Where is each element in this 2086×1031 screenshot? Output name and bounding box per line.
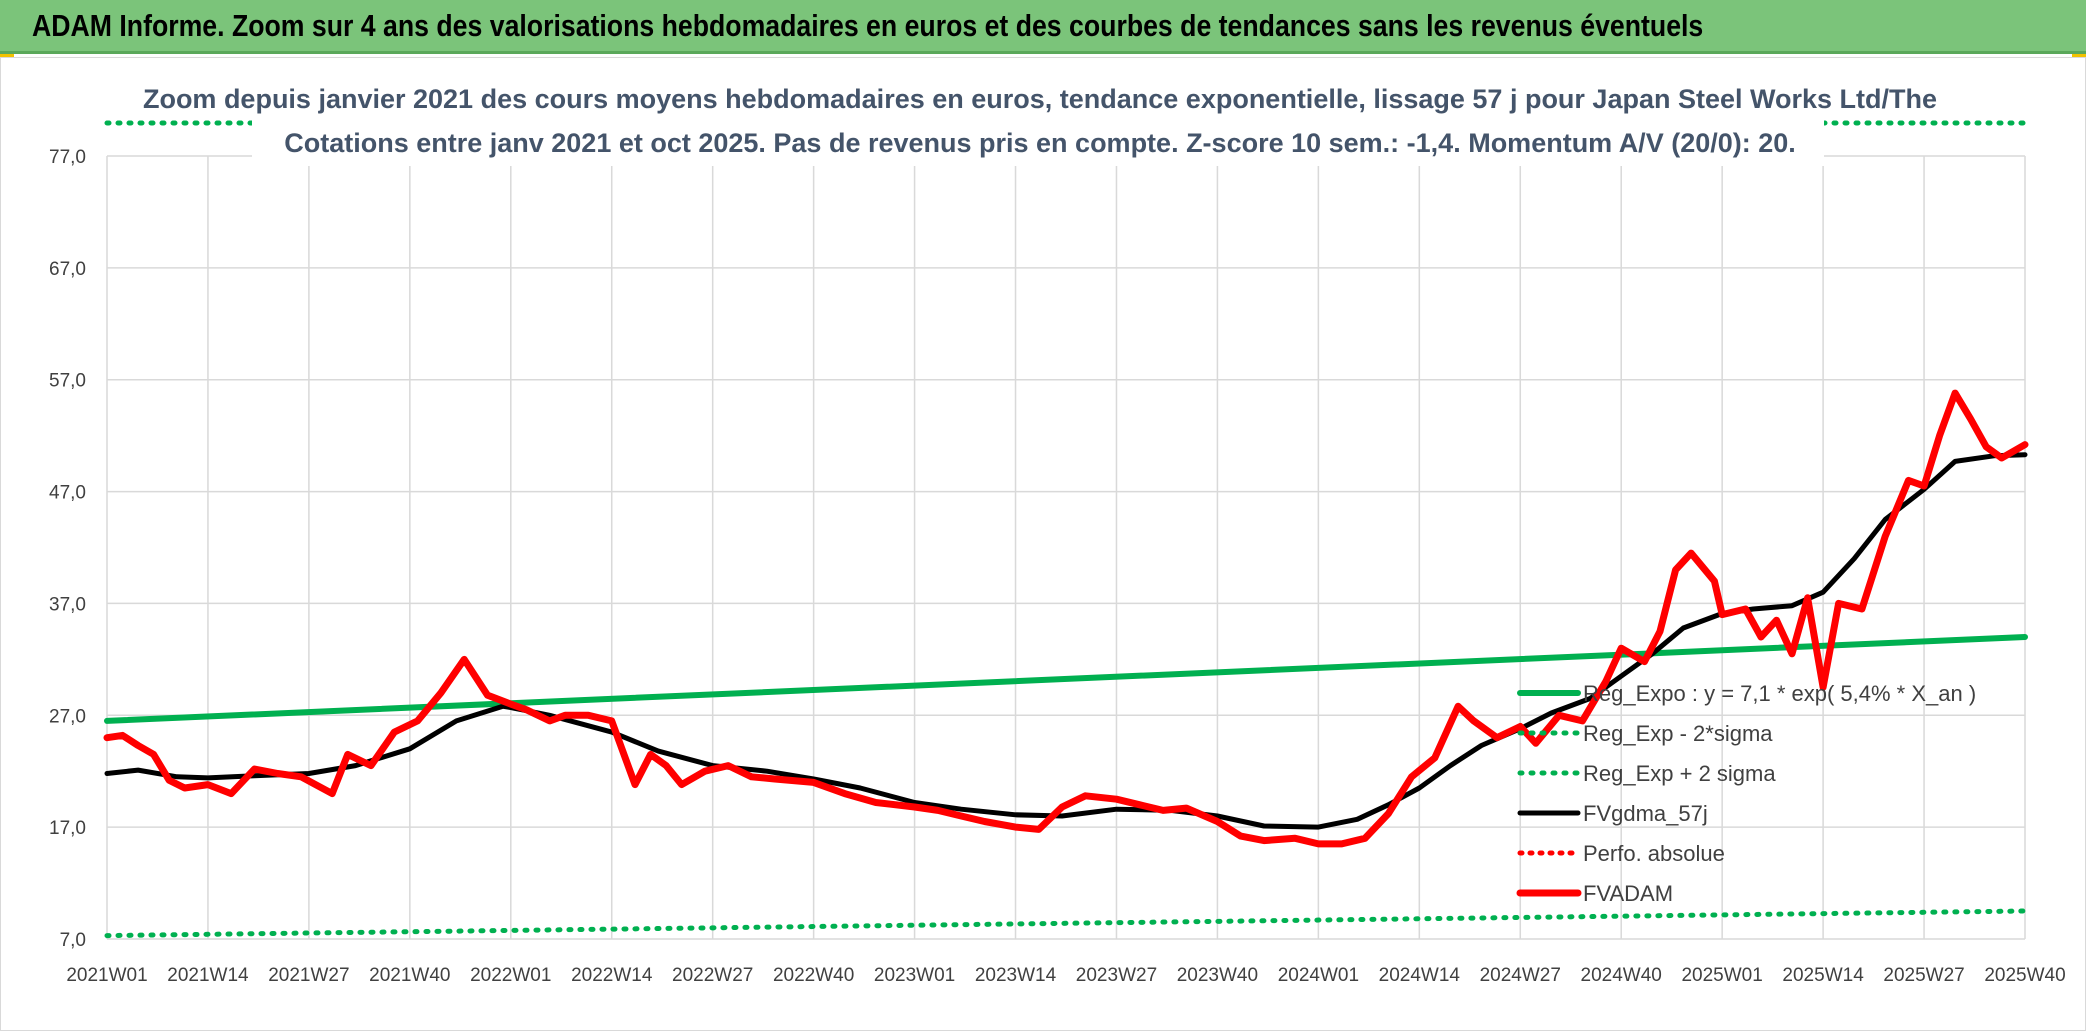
x-tick-label: 2021W27 xyxy=(268,965,349,986)
y-tick-label: 57,0 xyxy=(49,371,86,392)
y-tick-label: 37,0 xyxy=(49,594,86,615)
chart-title-line2: Cotations entre janv 2021 et oct 2025. P… xyxy=(284,128,1796,158)
x-axis-ticks: 2021W01 2021W14 2021W27 2021W40 2022W01 2022W… xyxy=(66,965,2065,986)
series-line-1 xyxy=(104,908,2028,939)
y-tick-label: 27,0 xyxy=(49,706,86,727)
x-tick-label: 2023W14 xyxy=(975,965,1057,986)
report-title: ADAM Informe. Zoom sur 4 ans des valoris… xyxy=(32,8,1704,43)
x-tick-label: 2021W14 xyxy=(167,965,249,986)
y-tick-label: 77,0 xyxy=(49,147,86,168)
x-tick-label: 2021W40 xyxy=(369,965,450,986)
x-tick-label: 2023W27 xyxy=(1076,965,1157,986)
chart-legend: Reg_Expo : y = 7,1 * exp( 5,4% * X_an ) R… xyxy=(1516,681,1976,906)
x-tick-label: 2021W01 xyxy=(66,965,147,986)
legend-label: Reg_Expo : y = 7,1 * exp( 5,4% * X_an ) xyxy=(1583,681,1976,706)
x-tick-label: 2023W01 xyxy=(874,965,955,986)
series-line-0 xyxy=(104,634,2028,724)
x-tick-label: 2024W01 xyxy=(1278,965,1359,986)
header-corner-left xyxy=(0,54,14,58)
report-header: ADAM Informe. Zoom sur 4 ans des valoris… xyxy=(0,0,2086,54)
x-tick-label: 2023W40 xyxy=(1177,965,1258,986)
chart-title-box xyxy=(252,70,1824,166)
legend-label: Reg_Exp - 2*sigma xyxy=(1583,721,1773,746)
x-tick-label: 2022W14 xyxy=(571,965,653,986)
x-tick-label: 2024W40 xyxy=(1581,965,1662,986)
y-tick-label: 47,0 xyxy=(49,483,86,504)
y-tick-label: 67,0 xyxy=(49,259,86,280)
x-tick-label: 2024W14 xyxy=(1379,965,1461,986)
x-tick-label: 2025W14 xyxy=(1782,965,1864,986)
header-corner-right xyxy=(2072,54,2086,58)
legend-label: Reg_Exp + 2 sigma xyxy=(1583,761,1776,786)
x-tick-label: 2025W27 xyxy=(1883,965,1964,986)
series-line-4 xyxy=(103,389,2029,848)
chart-title-line1: Zoom depuis janvier 2021 des cours moyen… xyxy=(143,84,1937,114)
x-tick-label: 2025W01 xyxy=(1681,965,1762,986)
y-tick-label: 17,0 xyxy=(49,818,86,839)
x-tick-label: 2025W40 xyxy=(1984,965,2065,986)
legend-label: Perfo. absolue xyxy=(1583,841,1725,866)
x-tick-label: 2022W01 xyxy=(470,965,551,986)
x-tick-label: 2022W40 xyxy=(773,965,854,986)
x-tick-label: 2022W27 xyxy=(672,965,753,986)
grid-lines xyxy=(106,155,2026,940)
legend-label: FVADAM xyxy=(1583,881,1673,906)
series-lines xyxy=(103,120,2029,939)
x-tick-label: 2024W27 xyxy=(1480,965,1561,986)
legend-label: FVgdma_57j xyxy=(1583,801,1708,826)
y-tick-label: 7,0 xyxy=(60,930,86,951)
y-axis-ticks: 77,0 67,0 57,0 47,0 37,0 27,0 17,0 7,0 xyxy=(49,147,86,951)
